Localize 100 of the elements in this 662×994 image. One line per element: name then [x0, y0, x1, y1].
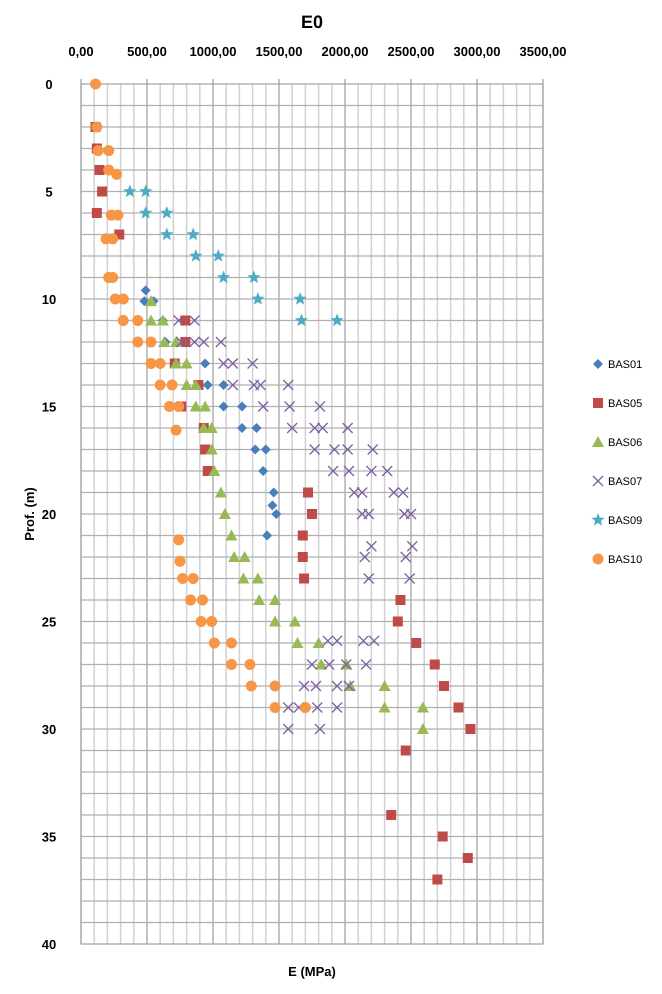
point: [139, 296, 150, 306]
point: [118, 294, 129, 304]
point: [416, 702, 429, 712]
point: [316, 422, 328, 434]
point: [140, 285, 151, 296]
point: [225, 530, 238, 540]
point: [331, 680, 343, 692]
x-tick-label: 3500,00: [520, 44, 566, 59]
point: [180, 379, 193, 390]
point: [248, 379, 260, 391]
point: [244, 659, 256, 670]
point: [358, 635, 370, 646]
point: [188, 573, 199, 584]
y-tick-label: 35: [42, 830, 56, 844]
point: [186, 228, 200, 240]
point: [252, 423, 262, 433]
x-tick-label: 500,00: [127, 44, 167, 59]
point: [342, 444, 354, 456]
y-tick-label: 0: [45, 77, 53, 92]
point: [144, 295, 157, 306]
legend-label: BAS07: [608, 476, 642, 488]
point: [300, 702, 311, 713]
x-tick-label: 0,00: [68, 44, 94, 59]
x-axis-title: E (MPa): [288, 964, 336, 979]
point: [154, 380, 166, 390]
point: [145, 336, 156, 348]
point: [260, 444, 271, 454]
point: [356, 508, 368, 520]
point: [359, 551, 370, 563]
point: [330, 314, 344, 326]
point: [303, 488, 314, 498]
point: [315, 658, 328, 670]
point: [212, 249, 225, 262]
point: [166, 380, 178, 390]
point: [368, 635, 380, 646]
point: [190, 379, 202, 390]
point: [173, 314, 184, 326]
point: [382, 465, 393, 477]
point: [398, 508, 410, 520]
point: [400, 551, 412, 563]
point: [432, 874, 442, 884]
point: [206, 444, 218, 454]
point: [366, 465, 378, 477]
point: [343, 465, 355, 477]
point: [246, 358, 258, 370]
point: [173, 534, 184, 546]
point: [312, 637, 325, 648]
point: [227, 358, 238, 370]
point: [314, 400, 326, 412]
point: [188, 336, 200, 348]
point: [363, 508, 374, 520]
point: [462, 853, 473, 863]
point: [123, 184, 136, 198]
point: [331, 635, 343, 646]
point: [94, 165, 104, 175]
point: [312, 702, 323, 714]
point: [366, 540, 378, 552]
point: [454, 702, 464, 712]
legend-label: BAS05: [608, 398, 642, 410]
point: [388, 486, 400, 498]
point: [324, 658, 335, 670]
point: [226, 659, 237, 670]
y-tick-label: 20: [42, 507, 56, 522]
point: [252, 572, 264, 584]
point: [160, 206, 174, 219]
point: [226, 638, 237, 648]
point: [164, 401, 175, 412]
point: [180, 358, 193, 368]
x-tick-label: 2500,00: [388, 44, 434, 59]
point: [103, 164, 114, 176]
point: [397, 486, 409, 498]
point: [298, 680, 310, 692]
point: [251, 292, 265, 305]
point: [314, 723, 326, 735]
point: [288, 616, 301, 626]
point: [386, 810, 396, 820]
point: [247, 270, 261, 284]
point: [331, 702, 343, 714]
point: [392, 616, 403, 626]
point: [103, 145, 114, 156]
point: [237, 402, 248, 412]
point: [218, 358, 230, 370]
point: [218, 402, 229, 412]
point: [170, 358, 182, 368]
legend-label: BAS10: [608, 554, 642, 566]
point: [253, 594, 266, 605]
point: [293, 292, 307, 305]
point: [132, 315, 144, 326]
legend-label: BAS09: [608, 515, 642, 527]
point: [269, 616, 282, 626]
point: [439, 681, 449, 691]
point: [310, 680, 322, 692]
legend-label: BAS01: [608, 359, 642, 371]
point: [438, 832, 448, 842]
point: [298, 552, 308, 562]
point: [262, 530, 272, 540]
point: [227, 379, 238, 391]
point: [216, 270, 230, 284]
y-tick-label: 30: [42, 722, 56, 737]
point: [196, 616, 207, 627]
